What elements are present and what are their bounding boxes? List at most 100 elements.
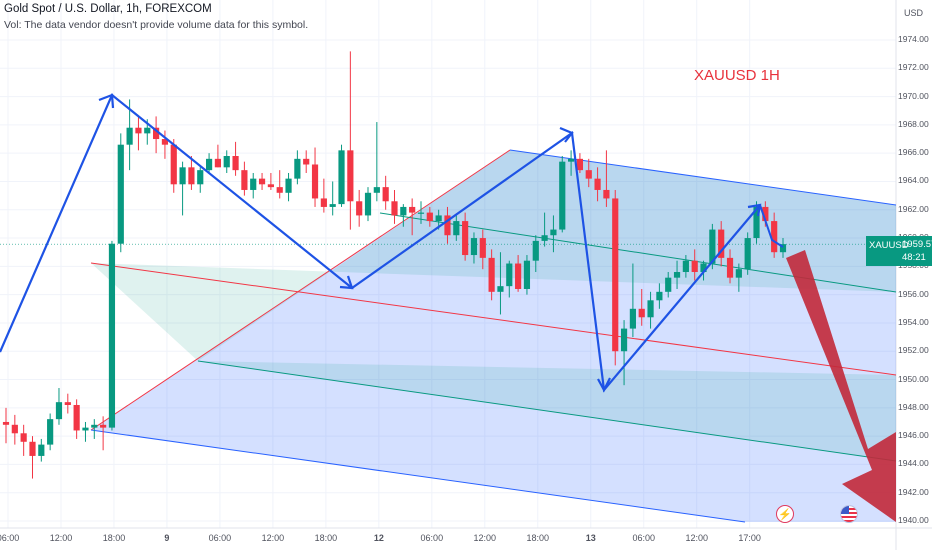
candle-body xyxy=(620,328,628,352)
time-tick-label: 06:00 xyxy=(632,533,655,543)
candle-body xyxy=(311,164,319,199)
candle-body xyxy=(144,127,151,134)
volume-note: Vol: The data vendor doesn't provide vol… xyxy=(4,19,309,31)
candle-body xyxy=(294,158,301,179)
symbol-title[interactable]: Gold Spot / U.S. Dollar, 1h, FOREXCOM xyxy=(4,3,212,15)
candle-body xyxy=(382,187,389,202)
candle-body xyxy=(771,221,778,253)
current-price-tag: XAUUSD 1959.57 48:21 xyxy=(866,236,932,266)
price-tick-label: 1964.00 xyxy=(898,175,929,186)
price-tick-label: 1950.00 xyxy=(898,373,929,384)
candle-body xyxy=(629,308,636,329)
price-tick-label: 1972.00 xyxy=(898,62,929,73)
candle-body xyxy=(576,158,584,171)
candle-body xyxy=(479,238,486,258)
candle-body xyxy=(73,404,80,431)
candle-body xyxy=(673,272,681,278)
candle-body xyxy=(541,235,548,241)
time-tick-label: 12 xyxy=(373,533,384,543)
arrowhead xyxy=(339,275,354,290)
candle-body xyxy=(709,229,716,264)
candle-body xyxy=(338,150,345,205)
candle-body xyxy=(391,201,398,216)
candle-body xyxy=(488,257,495,292)
candle-body xyxy=(82,427,89,431)
price-tick-label: 1942.00 xyxy=(898,486,929,497)
candle-body xyxy=(232,156,239,171)
candle-body xyxy=(11,424,18,434)
time-tick-label: 18:00 xyxy=(526,533,550,543)
annotation-text[interactable]: XAUUSD 1H xyxy=(694,67,780,84)
bar-countdown: 48:21 xyxy=(902,252,926,263)
candle-body xyxy=(285,178,292,193)
candle-body xyxy=(550,229,557,236)
candle-body xyxy=(612,198,619,352)
us-flag-icon[interactable] xyxy=(840,505,858,523)
candle-body xyxy=(2,421,10,425)
candle-body xyxy=(126,127,133,145)
candle-body xyxy=(20,433,27,442)
arrowhead xyxy=(559,126,574,143)
candle-body xyxy=(373,187,380,193)
candle-body xyxy=(532,240,539,261)
current-symbol: XAUUSD xyxy=(869,240,909,251)
price-tick-label: 1954.00 xyxy=(898,316,929,327)
candle-body xyxy=(135,127,142,134)
channel-median-line xyxy=(90,262,897,376)
flash-icon[interactable]: ⚡ xyxy=(776,505,794,523)
price-tick-label: 1970.00 xyxy=(898,90,929,101)
arrowhead xyxy=(597,377,611,393)
candle-body xyxy=(470,238,478,256)
candle-body xyxy=(682,260,689,273)
candle-body xyxy=(762,206,769,222)
candle-body xyxy=(47,419,54,445)
candle-body xyxy=(665,277,672,292)
candle-body xyxy=(55,402,63,420)
candle-body xyxy=(303,158,310,165)
time-tick-label: 18:00 xyxy=(102,533,126,543)
candle-body xyxy=(223,156,230,168)
drawings xyxy=(0,93,896,522)
candle-body xyxy=(400,206,407,216)
candle-body xyxy=(364,192,372,216)
candle-body xyxy=(506,263,513,287)
candle-body xyxy=(91,424,98,428)
candle-body xyxy=(453,221,460,236)
candle-body xyxy=(117,144,124,244)
candle-body xyxy=(205,158,213,171)
price-tick-label: 1956.00 xyxy=(898,288,929,299)
candle-body xyxy=(691,260,698,273)
candle-body xyxy=(735,269,742,278)
projection-arrow xyxy=(786,250,896,522)
candle-body xyxy=(29,441,36,456)
candle-body xyxy=(250,178,257,190)
candles xyxy=(2,51,787,479)
candle-body xyxy=(568,158,575,162)
candle-body xyxy=(744,238,751,270)
candle-body xyxy=(409,206,416,213)
time-tick-label: 18:00 xyxy=(314,533,338,543)
candle-body xyxy=(779,244,787,253)
price-tick-label: 1968.00 xyxy=(898,118,929,129)
candle-body xyxy=(153,127,160,140)
candle-body xyxy=(38,444,45,456)
candle-body xyxy=(347,150,354,202)
candle-body xyxy=(64,402,71,405)
candle-body xyxy=(188,167,195,185)
price-tick-label: 1966.00 xyxy=(898,147,929,158)
candle-body xyxy=(523,260,531,289)
candle-body xyxy=(718,229,725,258)
candle-body xyxy=(417,212,425,214)
candle-body xyxy=(329,204,336,207)
channel-lower-inner-line xyxy=(197,360,897,462)
currency-label[interactable]: USD xyxy=(904,8,924,18)
candle-body xyxy=(435,215,442,222)
price-tick-label: 1952.00 xyxy=(898,345,929,356)
candle-body xyxy=(753,206,760,239)
arrowhead xyxy=(98,93,115,109)
candle-body xyxy=(161,139,169,145)
time-tick-label: 06:00 xyxy=(420,533,444,543)
